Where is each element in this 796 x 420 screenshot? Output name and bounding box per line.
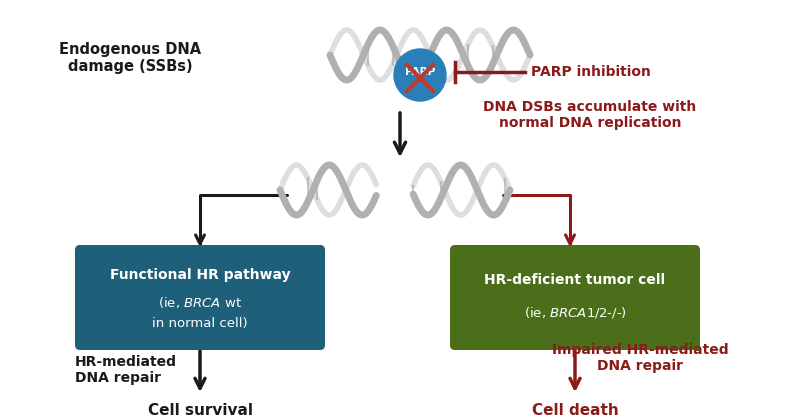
Text: (ie, $\it{BRCA1/2}$-/-): (ie, $\it{BRCA1/2}$-/-) — [524, 304, 626, 320]
FancyBboxPatch shape — [450, 245, 700, 350]
Text: Endogenous DNA
damage (SSBs): Endogenous DNA damage (SSBs) — [59, 42, 201, 74]
Text: Cell survival: Cell survival — [147, 402, 252, 417]
Text: Functional HR pathway: Functional HR pathway — [110, 268, 291, 282]
Text: DNA DSBs accumulate with
normal DNA replication: DNA DSBs accumulate with normal DNA repl… — [483, 100, 696, 130]
Text: Impaired HR-mediated
DNA repair: Impaired HR-mediated DNA repair — [552, 343, 728, 373]
Text: Cell death: Cell death — [532, 402, 618, 417]
Circle shape — [394, 49, 446, 101]
FancyBboxPatch shape — [75, 245, 325, 350]
Text: HR-mediated
DNA repair: HR-mediated DNA repair — [75, 355, 177, 385]
Text: (ie, $\it{BRCA}$ wt: (ie, $\it{BRCA}$ wt — [158, 294, 242, 310]
Text: PARP inhibition: PARP inhibition — [531, 65, 651, 79]
Text: HR-deficient tumor cell: HR-deficient tumor cell — [485, 273, 665, 287]
Text: in normal cell): in normal cell) — [152, 317, 248, 330]
Text: PARP: PARP — [405, 67, 435, 77]
